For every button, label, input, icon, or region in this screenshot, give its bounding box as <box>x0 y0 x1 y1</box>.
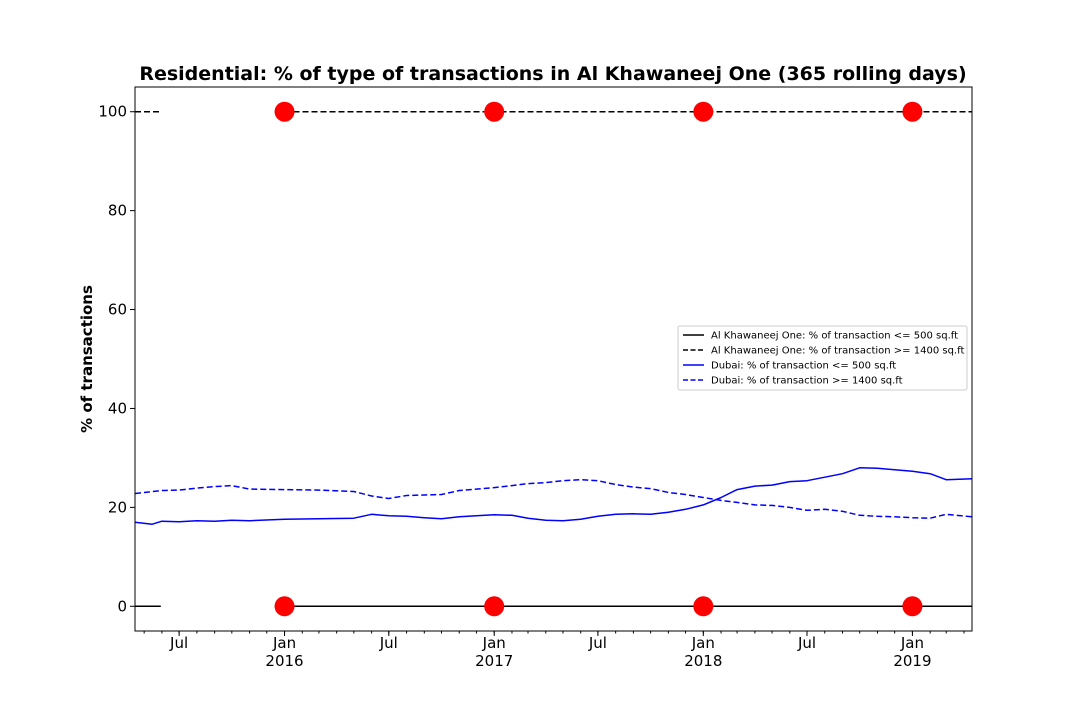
chart-title: Residential: % of type of transactions i… <box>139 63 966 85</box>
x-tick-label: Jan <box>900 634 924 652</box>
y-tick-label: 80 <box>108 202 127 220</box>
x-tick-label: Jul <box>797 634 816 652</box>
plot-frame <box>134 86 973 632</box>
legend-label-0: Al Khawaneej One: % of transaction <= 50… <box>711 331 958 342</box>
y-tick-label: 100 <box>98 103 127 121</box>
y-tick-label: 0 <box>117 597 127 615</box>
x-tick-year-label: 2019 <box>893 652 931 670</box>
y-axis-label: % of transactions <box>78 285 96 433</box>
marker-point <box>274 596 295 617</box>
x-tick-year-label: 2017 <box>475 652 513 670</box>
x-tick-label: Jan <box>691 634 715 652</box>
y-tick-label: 40 <box>108 399 127 417</box>
x-tick-label: Jul <box>169 634 188 652</box>
x-tick-label: Jan <box>272 634 296 652</box>
legend-label-3: Dubai: % of transaction >= 1400 sq.ft <box>711 376 903 387</box>
marker-point <box>693 596 714 617</box>
marker-point <box>902 596 923 617</box>
marker-point <box>484 101 505 122</box>
series-layer <box>135 110 972 608</box>
legend-label-2: Dubai: % of transaction <= 500 sq.ft <box>711 361 896 372</box>
y-tick-label: 20 <box>108 498 127 516</box>
marker-point <box>902 101 923 122</box>
series-line-2 <box>135 467 972 525</box>
marker-point <box>274 101 295 122</box>
legend: Al Khawaneej One: % of transaction <= 50… <box>677 325 968 391</box>
legend-label-1: Al Khawaneej One: % of transaction >= 14… <box>711 346 964 357</box>
x-tick-label: Jul <box>379 634 398 652</box>
x-tick-label: Jan <box>482 634 506 652</box>
y-tick-label: 60 <box>108 301 127 319</box>
y-axis: 0 20 40 60 80 100 <box>98 103 135 615</box>
x-tick-year-label: 2016 <box>265 652 303 670</box>
x-tick-label: Jul <box>588 634 607 652</box>
series-line-3 <box>135 478 972 519</box>
marker-point <box>693 101 714 122</box>
x-tick-year-label: 2018 <box>684 652 722 670</box>
legend-box <box>677 325 968 391</box>
marker-point <box>484 596 505 617</box>
marker-layer <box>274 101 923 617</box>
